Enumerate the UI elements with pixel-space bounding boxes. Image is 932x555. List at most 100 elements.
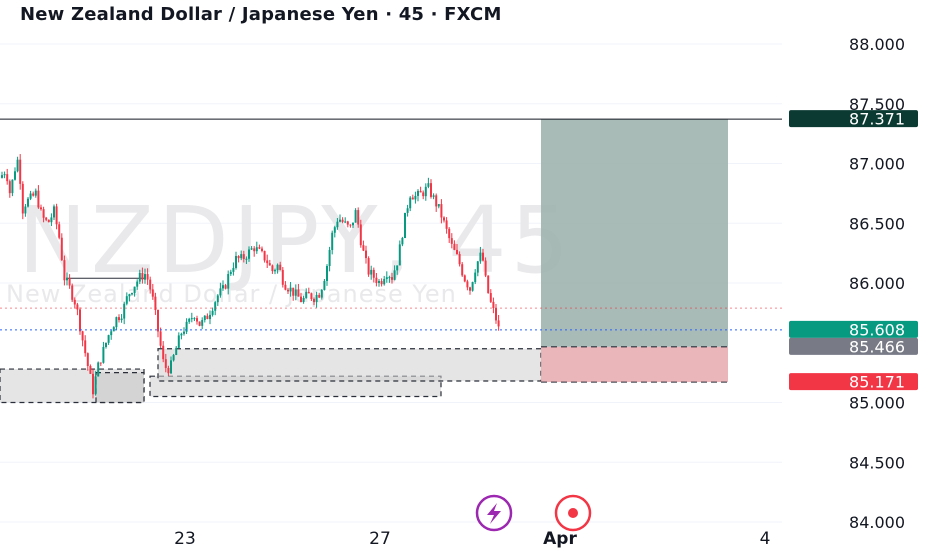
candle-body	[175, 347, 178, 355]
candle-body	[294, 289, 297, 296]
candle-body	[370, 269, 373, 275]
candle-body	[235, 255, 237, 268]
x-tick-label: Apr	[543, 529, 577, 549]
candle-body	[315, 294, 318, 303]
lightning-icon[interactable]	[475, 494, 513, 532]
candle-body	[367, 258, 370, 275]
candle-body	[453, 243, 456, 250]
candle-body	[99, 362, 102, 364]
candle-body	[344, 221, 347, 223]
candle-body	[284, 284, 287, 290]
candle-body	[307, 291, 310, 294]
candle-body	[112, 327, 115, 332]
price-badge-target	[789, 110, 918, 128]
candle-body	[404, 212, 406, 238]
candle-body	[167, 367, 170, 374]
price-badge-label: 87.371	[849, 110, 905, 129]
candle-body	[396, 265, 399, 271]
candle-body	[214, 302, 217, 311]
candle-body	[128, 294, 131, 297]
y-tick-label: 86.000	[849, 274, 905, 293]
candle-body	[55, 206, 58, 225]
candle-body	[375, 277, 378, 283]
candle-body	[432, 195, 435, 197]
candle-body	[232, 267, 235, 272]
price-badge-last_price	[789, 320, 918, 338]
demand-zone	[157, 348, 542, 382]
watermark-layer: NZDJPY, 45 New Zealand Dollar / Japanese…	[6, 187, 569, 308]
candle-body	[120, 318, 123, 321]
candle-body	[198, 321, 201, 326]
y-tick-label: 87.500	[849, 95, 905, 114]
candle-body	[141, 272, 144, 280]
candle-body	[313, 299, 315, 303]
candle-body	[73, 299, 76, 305]
candle-body	[385, 277, 388, 280]
icons-layer	[475, 494, 592, 532]
candle-body	[352, 222, 354, 226]
candle-body	[19, 159, 22, 184]
candle-body	[341, 219, 344, 222]
candle-body	[115, 317, 118, 328]
candle-body	[89, 365, 92, 374]
candle-body	[266, 260, 269, 264]
candle-body	[216, 295, 219, 303]
candle-body	[21, 183, 24, 214]
candle-body	[237, 255, 240, 259]
candle-body	[196, 318, 198, 322]
candle-body	[40, 207, 42, 210]
candle-body	[60, 237, 63, 261]
candle-body	[27, 198, 29, 207]
candle-body	[274, 270, 276, 272]
candle-body	[32, 193, 35, 196]
candles-layer	[1, 154, 500, 399]
candle-body	[16, 159, 19, 172]
candle-body	[339, 219, 341, 222]
candle-body	[110, 331, 113, 336]
candle-body	[378, 281, 380, 283]
candle-body	[94, 376, 97, 395]
candle-body	[461, 264, 464, 276]
candle-body	[154, 296, 157, 310]
candle-body	[190, 318, 193, 320]
candle-body	[430, 183, 432, 197]
candle-body	[495, 307, 497, 321]
candle-body	[76, 304, 79, 310]
target-zone	[541, 119, 728, 347]
candle-body	[323, 280, 326, 290]
candle-body	[258, 247, 261, 249]
candle-body	[42, 209, 45, 218]
candle-body	[219, 288, 222, 296]
candle-body	[424, 186, 427, 197]
candle-body	[383, 279, 386, 285]
x-tick-label: 4	[760, 529, 771, 549]
candle-body	[471, 282, 474, 291]
candle-body	[47, 219, 50, 223]
price-badge-stop	[789, 373, 918, 391]
candle-body	[326, 266, 328, 281]
candle-body	[263, 250, 266, 261]
candle-body	[164, 359, 167, 368]
candle-body	[281, 269, 284, 285]
candle-body	[469, 287, 471, 291]
candle-body	[172, 354, 175, 361]
candle-body	[185, 321, 188, 332]
candle-body	[333, 227, 336, 233]
candle-body	[482, 252, 484, 261]
candle-body	[242, 254, 245, 260]
candle-body	[268, 263, 271, 266]
record-icon[interactable]	[554, 494, 592, 532]
zones-layer	[0, 119, 728, 404]
candle-body	[24, 206, 27, 214]
candle-body	[487, 275, 490, 294]
candle-body	[458, 254, 461, 265]
candle-body	[136, 281, 139, 287]
candle-body	[138, 272, 141, 282]
candle-body	[320, 289, 323, 298]
candle-body	[1, 175, 3, 178]
y-tick-label: 87.000	[849, 155, 905, 174]
candle-body	[125, 296, 128, 304]
candle-body	[8, 181, 11, 194]
